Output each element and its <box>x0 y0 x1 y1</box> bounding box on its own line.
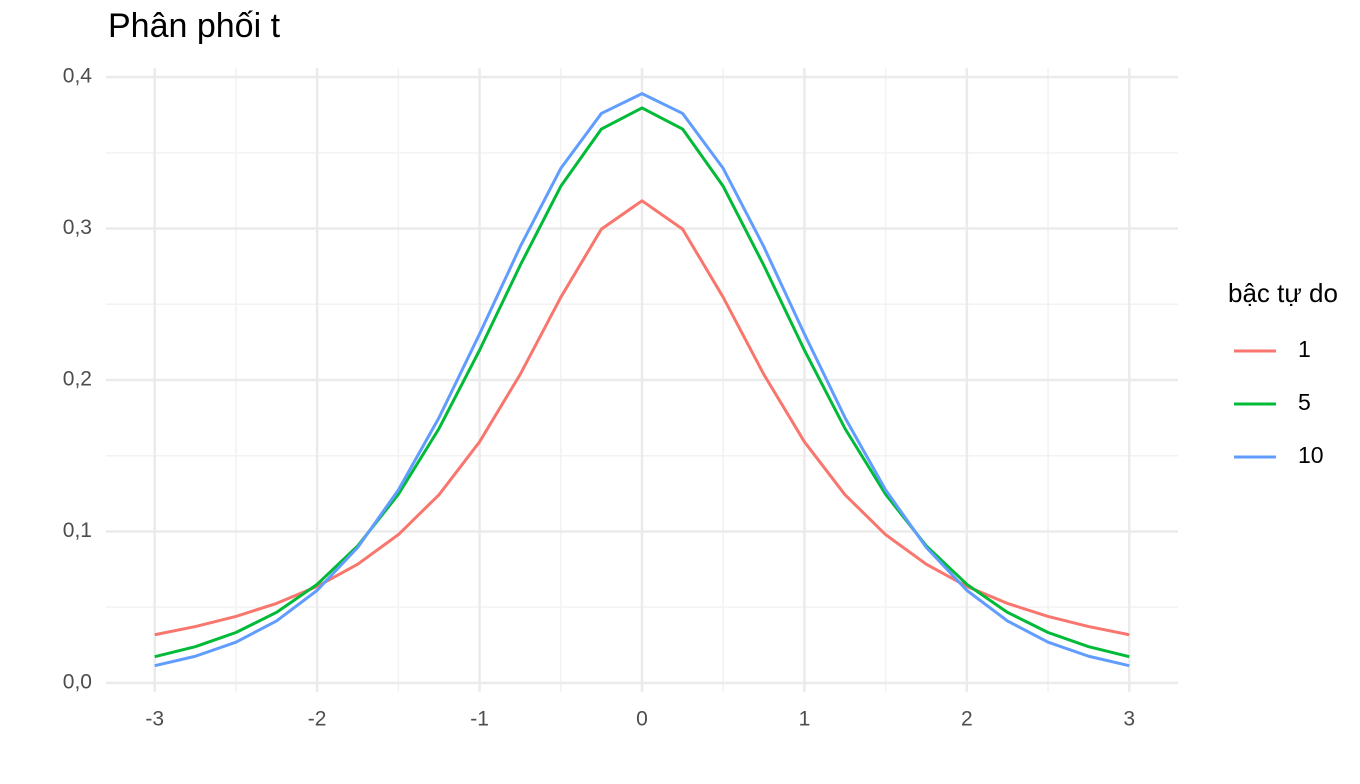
series-line <box>154 106 1130 659</box>
x-tick-label: 2 <box>961 708 973 731</box>
x-tick-label: 3 <box>1123 708 1135 731</box>
legend-title: bậc tự do <box>1228 278 1338 308</box>
chart-title: Phân phối t <box>108 7 281 45</box>
series-line <box>154 199 1130 637</box>
legend-label: 10 <box>1298 442 1324 468</box>
x-tick-label: 1 <box>799 708 811 731</box>
x-tick-label: -2 <box>308 708 327 731</box>
x-tick-label: -1 <box>470 708 489 731</box>
series-line <box>154 92 1130 668</box>
y-tick-label: 0,4 <box>63 65 93 88</box>
legend-label: 1 <box>1298 336 1311 362</box>
y-tick-label: 0,3 <box>63 216 92 239</box>
legend-label: 5 <box>1298 389 1311 415</box>
x-tick-label: 0 <box>636 708 648 731</box>
y-tick-label: 0,0 <box>63 670 92 693</box>
y-tick-label: 0,2 <box>63 368 92 391</box>
x-tick-label: -3 <box>145 708 164 731</box>
y-tick-label: 0,1 <box>63 519 92 542</box>
